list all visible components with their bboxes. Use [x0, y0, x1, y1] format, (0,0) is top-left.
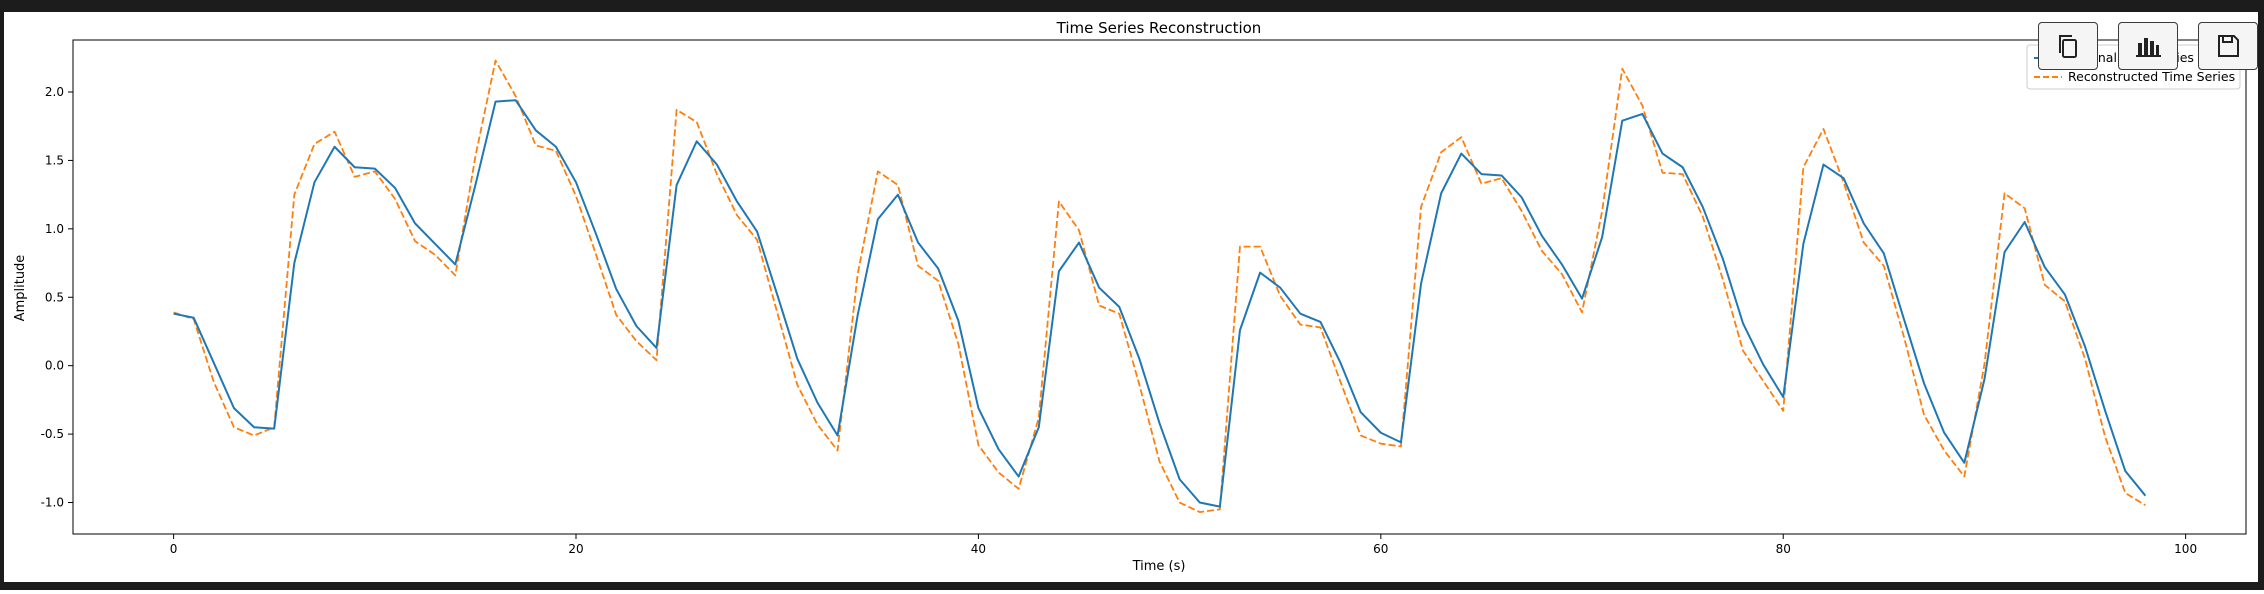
reconstructed-series-line	[173, 59, 2146, 514]
y-tick-label: 2.0	[45, 85, 64, 99]
y-axis-label: Amplitude	[13, 255, 28, 322]
x-tick-label: 60	[1373, 542, 1388, 556]
y-tick-label: 0.0	[45, 359, 64, 373]
y-tick-label: -1.0	[41, 496, 64, 510]
copy-button[interactable]	[2038, 22, 2098, 70]
x-tick-label: 0	[170, 542, 178, 556]
save-button[interactable]	[2198, 22, 2258, 70]
bar-chart-icon	[2136, 38, 2161, 57]
y-tick-label: 1.0	[45, 222, 64, 236]
chart-title: Time Series Reconstruction	[1056, 19, 1262, 37]
y-tick-label: -0.5	[41, 427, 64, 441]
y-tick-label: 0.5	[45, 290, 64, 304]
copy-icon	[2059, 35, 2077, 58]
x-tick-label: 80	[1776, 542, 1791, 556]
original-series-line	[173, 99, 2147, 508]
y-tick-label: 1.5	[45, 153, 64, 167]
x-axis-label: Time (s)	[1132, 559, 1186, 574]
x-tick-label: 40	[971, 542, 986, 556]
x-tick-label: 20	[568, 542, 583, 556]
save-icon	[2218, 35, 2239, 57]
figure-background	[4, 12, 2258, 582]
legend-label: Reconstructed Time Series	[2068, 69, 2235, 84]
plot-area-border	[72, 39, 2247, 535]
x-tick-label: 100	[2174, 542, 2197, 556]
axes-ticks: 0 20 40 60 80 100 -1.0 -0.5 0.0 0.5 1.0 1.5 2.0	[41, 85, 2198, 556]
series-lines	[173, 59, 2147, 514]
chart-type-button[interactable]	[2118, 22, 2178, 70]
